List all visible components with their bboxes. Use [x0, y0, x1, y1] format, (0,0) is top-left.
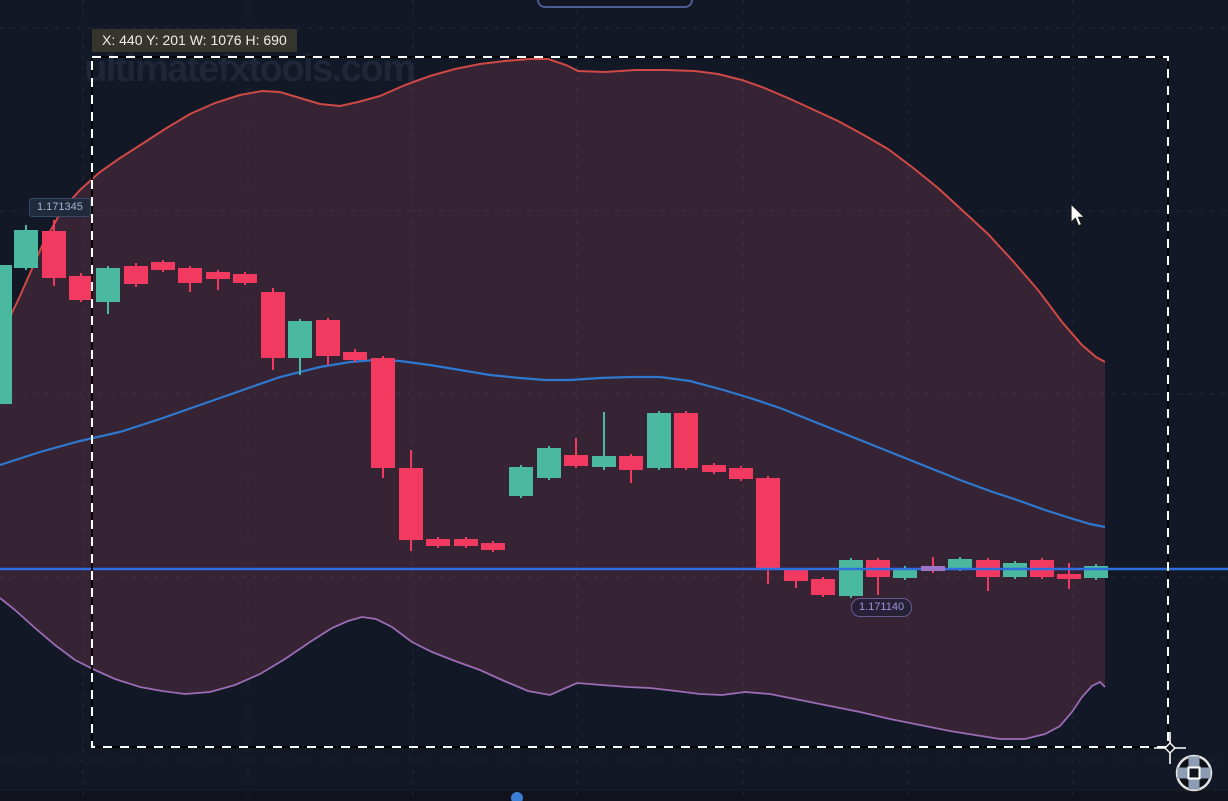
candle-body [151, 262, 175, 270]
candle-body [702, 465, 726, 472]
timeline-marker-dot [511, 792, 523, 801]
candle-body [756, 478, 780, 570]
candle-body [784, 570, 808, 581]
candle-body [14, 230, 38, 268]
crosshair-center-diamond [1164, 742, 1176, 754]
candle-body [288, 321, 312, 358]
candle-body [811, 579, 835, 595]
candle-body [124, 266, 148, 284]
capture-region-label: X: 440 Y: 201 W: 1076 H: 690 [92, 29, 297, 52]
candle-body [206, 272, 230, 279]
candle-body [343, 352, 367, 360]
loupe-checker-square [1188, 756, 1200, 768]
candle-body [261, 292, 285, 358]
selection-rectangle[interactable] [91, 56, 1169, 748]
candle-body [42, 231, 66, 278]
candle-body [0, 265, 12, 404]
candle-body [592, 456, 616, 467]
moving-average-line [0, 358, 1106, 529]
loupe-checker-square [1199, 767, 1211, 779]
candle-body [371, 358, 395, 468]
candle-body [921, 566, 945, 571]
candle-body [178, 268, 202, 283]
candle-body [399, 468, 423, 540]
loupe-checker-square [1188, 778, 1200, 790]
volatility-band-fill [0, 59, 1105, 739]
candle-body [729, 468, 753, 479]
candle-body [509, 467, 533, 496]
loupe-checker-square [1177, 767, 1189, 779]
candle-body [69, 276, 93, 300]
candle-body [426, 539, 450, 546]
candle-body [481, 543, 505, 550]
candle-body [454, 539, 478, 546]
candle-body [674, 413, 698, 468]
candle-body [1057, 574, 1081, 579]
candle-body [948, 559, 972, 569]
chart-pane-bottom-edge [0, 790, 1228, 801]
loupe-center-square [1187, 766, 1201, 780]
upper-band-line [0, 58, 1106, 363]
lower-band-line [0, 597, 1106, 740]
price-label-floating: 1.171140 [851, 598, 913, 617]
candle-body [96, 268, 120, 302]
candle-body [316, 320, 340, 356]
candle-body [893, 568, 917, 578]
candle-body [619, 456, 643, 470]
candle-body [537, 448, 561, 478]
candle-body [233, 274, 257, 283]
price-label-upper-band: 1.171345 [29, 198, 91, 217]
watermark-text: ultimatefxtools.com [84, 48, 416, 90]
top-toolbar-fragment[interactable] [537, 0, 693, 8]
candle-body [564, 455, 588, 466]
candle-body [647, 413, 671, 468]
candle-body [839, 560, 863, 596]
mouse-cursor [1070, 202, 1086, 227]
